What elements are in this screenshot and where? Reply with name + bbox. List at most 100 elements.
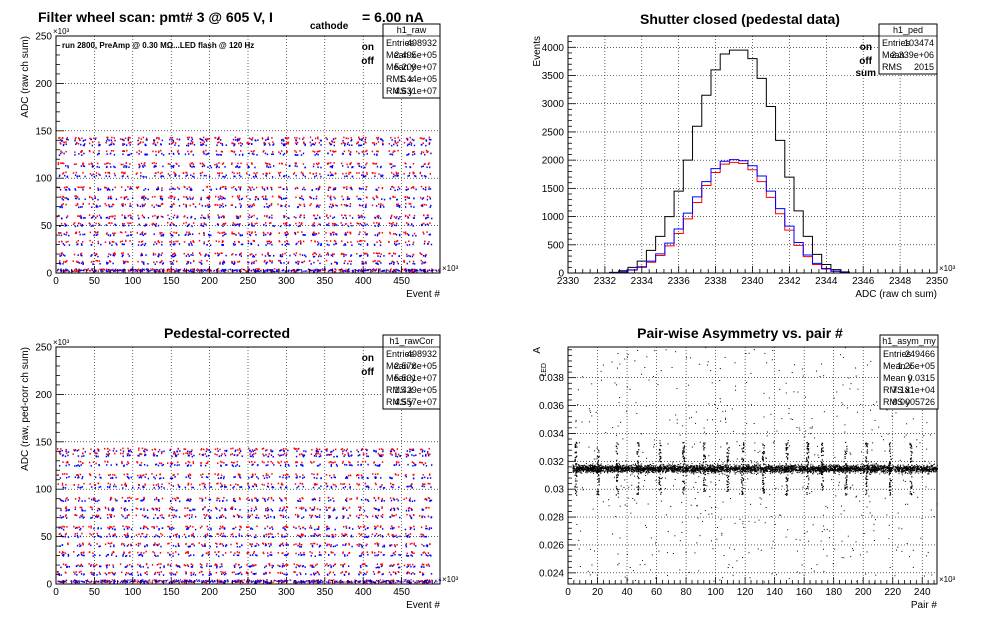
data-point xyxy=(108,253,110,255)
data-point xyxy=(256,154,258,156)
data-point xyxy=(123,143,126,146)
data-point xyxy=(282,143,284,146)
data-point xyxy=(95,234,97,237)
data-point xyxy=(379,255,382,258)
data-point xyxy=(122,205,124,207)
data-point xyxy=(280,543,282,546)
data-point xyxy=(141,514,144,517)
data-point xyxy=(300,453,302,455)
data-point xyxy=(404,214,407,217)
data-point xyxy=(157,215,160,218)
data-point xyxy=(394,196,396,199)
data-point xyxy=(109,483,112,486)
data-point xyxy=(335,204,337,207)
data-point xyxy=(90,217,93,219)
data-point xyxy=(141,204,144,207)
data-point xyxy=(89,506,92,508)
data-point xyxy=(206,153,209,155)
data-point xyxy=(281,552,283,555)
data-point xyxy=(208,255,210,258)
data-point xyxy=(127,222,129,224)
panel-title-sub: cathode xyxy=(310,21,349,32)
data-point xyxy=(92,225,94,227)
data-point xyxy=(309,269,311,271)
data-point xyxy=(203,241,206,243)
data-point xyxy=(207,138,209,140)
data-point xyxy=(171,261,174,264)
data-point xyxy=(193,172,195,175)
data-point xyxy=(331,270,333,272)
data-point xyxy=(144,187,147,190)
data-point xyxy=(366,149,368,152)
data-point xyxy=(140,254,142,257)
data-point xyxy=(351,166,354,168)
data-point xyxy=(299,507,301,510)
data-point xyxy=(251,152,254,155)
data-point xyxy=(74,188,76,190)
data-point xyxy=(219,206,221,209)
data-point xyxy=(414,269,416,271)
data-point xyxy=(88,543,90,546)
data-point xyxy=(79,223,82,225)
data-point xyxy=(299,552,302,554)
data-point xyxy=(230,461,233,464)
x-tick-label: 100 xyxy=(124,276,141,287)
data-point xyxy=(404,232,407,235)
data-point xyxy=(158,254,160,256)
data-point xyxy=(271,214,273,217)
data-point xyxy=(202,151,205,153)
data-point xyxy=(381,564,383,567)
data-point xyxy=(319,204,321,207)
data-point xyxy=(391,526,394,529)
data-point xyxy=(114,174,116,177)
data-point xyxy=(297,240,300,243)
data-point xyxy=(226,269,228,271)
data-point xyxy=(106,513,109,516)
data-point xyxy=(376,542,378,544)
data-point xyxy=(66,452,68,454)
data-point xyxy=(104,447,106,450)
data-point xyxy=(239,449,241,451)
data-point xyxy=(173,203,175,205)
data-point xyxy=(377,255,379,257)
data-point xyxy=(174,243,176,245)
data-point xyxy=(147,198,149,200)
data-point xyxy=(127,270,130,272)
data-point xyxy=(298,221,301,224)
data-point xyxy=(313,163,315,165)
data-point xyxy=(391,139,393,141)
data-point xyxy=(424,254,427,257)
data-point xyxy=(400,270,402,272)
data-point xyxy=(380,551,382,554)
data-point xyxy=(167,564,169,566)
data-point xyxy=(397,174,399,177)
data-point xyxy=(280,483,283,486)
data-point xyxy=(65,189,68,191)
data-point xyxy=(173,269,175,271)
data-point xyxy=(346,497,348,500)
data-point xyxy=(262,542,264,544)
data-point xyxy=(209,244,212,247)
data-point xyxy=(393,261,395,264)
data-point xyxy=(98,143,100,146)
data-point xyxy=(59,206,61,209)
data-point xyxy=(189,165,192,168)
data-point xyxy=(114,533,116,535)
data-point xyxy=(316,483,318,486)
data-point xyxy=(59,255,61,257)
data-point xyxy=(355,150,358,153)
data-point xyxy=(75,197,78,200)
data-point xyxy=(208,234,210,237)
data-point xyxy=(296,461,299,463)
data-point xyxy=(219,142,222,145)
data-point xyxy=(221,198,223,200)
data-point xyxy=(380,174,382,177)
data-point xyxy=(168,196,170,199)
stats-value: 5.209e+07 xyxy=(394,62,437,72)
data-point xyxy=(60,143,62,145)
data-point xyxy=(371,269,373,272)
data-point xyxy=(98,141,100,144)
data-point xyxy=(374,175,376,178)
data-point xyxy=(188,461,191,464)
data-point xyxy=(120,163,122,166)
